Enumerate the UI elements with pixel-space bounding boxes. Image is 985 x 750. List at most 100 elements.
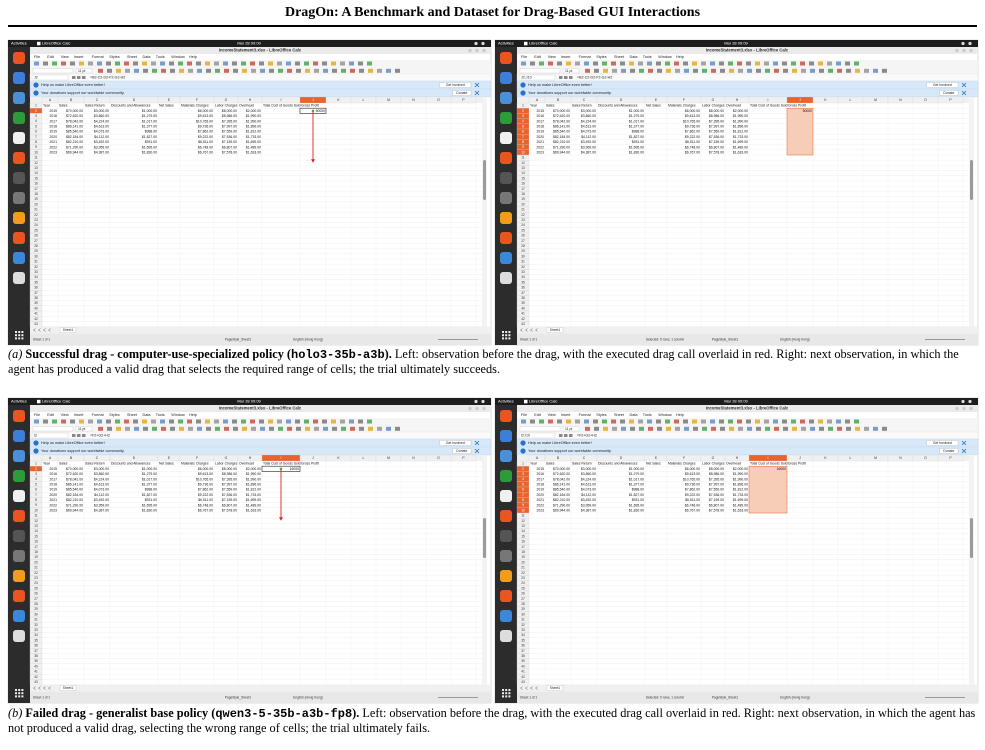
row-number: 31: [34, 618, 38, 622]
column-letter: M: [387, 456, 390, 460]
cell-value: $70,000.00: [553, 109, 570, 113]
formula-icon: [569, 434, 573, 437]
toolbar-icon: [693, 68, 698, 73]
row-number: 20: [521, 560, 525, 564]
cell-value: $1,489.00: [246, 503, 261, 507]
info-button[interactable]: [939, 448, 959, 454]
top-bar-clock: Mar 28 09:09: [724, 399, 748, 404]
row-number: 15: [34, 176, 38, 180]
row-number: 35: [521, 638, 525, 642]
toolbar-icon: [819, 68, 824, 73]
info-button[interactable]: [452, 448, 472, 454]
dock-icon: [500, 590, 512, 602]
toolbar-icon: [665, 419, 670, 424]
row-number: 37: [521, 649, 525, 653]
status-sheet: Sheet 1 of 1: [520, 695, 537, 699]
cell-value: $82,210.00: [66, 140, 83, 144]
row-number: 21: [34, 566, 38, 570]
row-number: 8: [522, 140, 524, 144]
toolbar-icon: [323, 426, 328, 431]
row-number: 27: [521, 597, 525, 601]
info-button[interactable]: [452, 90, 472, 96]
cell-value: $1,000.00: [142, 109, 157, 113]
toolbar-icon: [359, 68, 364, 73]
column-letter: M: [874, 98, 877, 102]
row-number: 42: [34, 675, 38, 679]
row-number: 11: [34, 514, 38, 518]
formula-icon: [77, 76, 81, 79]
cell-value: 2015: [536, 109, 544, 113]
cell-value: $2,000.00: [733, 467, 748, 471]
close-icon: [961, 448, 967, 454]
toolbar-icon: [846, 68, 851, 73]
row-number: 23: [521, 218, 525, 222]
title-bar: [517, 47, 978, 54]
sheet-tab[interactable]: [546, 685, 564, 691]
title-rule: [8, 25, 977, 27]
column-header: [450, 454, 477, 462]
toolbar-icon: [774, 426, 779, 431]
toolbar-icon: [819, 426, 824, 431]
info-button-label: Donate: [456, 91, 467, 95]
row-number: 39: [34, 659, 38, 663]
column-letter: P: [949, 98, 952, 102]
dock-icon: [500, 630, 512, 642]
info-button[interactable]: [926, 440, 959, 446]
column-letter: F: [683, 98, 685, 102]
column-letter: L: [363, 98, 365, 102]
sheet-tab[interactable]: [59, 685, 77, 691]
toolbar-icon: [657, 68, 662, 73]
cell-value: $7,159.00: [709, 140, 724, 144]
column-letter: N: [899, 456, 902, 460]
row-number: 29: [521, 607, 525, 611]
tab-nav: [48, 328, 51, 332]
sheet-tab[interactable]: [59, 327, 77, 333]
info-button[interactable]: [439, 82, 472, 88]
row-number: 32: [521, 265, 525, 269]
toolbar-icon: [260, 68, 265, 73]
info-button-label: Donate: [456, 449, 467, 453]
font-box: [519, 426, 561, 432]
column-letter: D: [620, 98, 623, 102]
toolbar-icon: [873, 426, 878, 431]
menu-item: File: [34, 55, 40, 59]
sheet-tab[interactable]: [546, 327, 564, 333]
apps-grid-dot: [18, 334, 21, 337]
dock-icon: [13, 410, 25, 422]
toolbar-icon: [701, 419, 706, 424]
cell-value: $1,017.00: [629, 477, 644, 481]
toolbar-icon: [88, 61, 93, 66]
column-letter: K: [337, 456, 340, 460]
status-page-style: PageStyle_Sheet1: [712, 695, 739, 699]
tab-nav: [33, 686, 36, 690]
cell-value: $1,377.00: [142, 124, 157, 128]
cell-value: $931.00: [632, 140, 644, 144]
toolbar-icon: [656, 61, 661, 66]
dock-icon: [13, 530, 25, 542]
row-number: 36: [521, 644, 525, 648]
toolbar-icon: [232, 419, 237, 424]
menu-item: Sheet: [127, 55, 138, 59]
info-button[interactable]: [926, 82, 959, 88]
row-number: 14: [521, 171, 525, 175]
toolbar-icon: [395, 426, 400, 431]
toolbar-icon: [629, 61, 634, 66]
column-letter: K: [337, 98, 340, 102]
policy-name: holo3-35b-a3b: [291, 348, 385, 362]
top-bar-activities: Activities: [11, 399, 27, 404]
font-size-value: 11 pt: [565, 427, 572, 431]
apps-grid-dot: [508, 337, 511, 340]
top-bar-clock: Mar 28 09:09: [724, 41, 748, 46]
row-number: 21: [521, 566, 525, 570]
cell-value: $1,489.00: [246, 145, 261, 149]
toolbar-icon: [241, 419, 246, 424]
toolbar-icon: [845, 419, 850, 424]
close-icon: [961, 90, 967, 96]
info-button[interactable]: [939, 90, 959, 96]
cell-value: $8,000.00: [222, 109, 237, 113]
row-number: 22: [34, 571, 38, 575]
info-button[interactable]: [439, 440, 472, 446]
menu-item: Tools: [156, 413, 165, 417]
toolbar-icon: [341, 68, 346, 73]
